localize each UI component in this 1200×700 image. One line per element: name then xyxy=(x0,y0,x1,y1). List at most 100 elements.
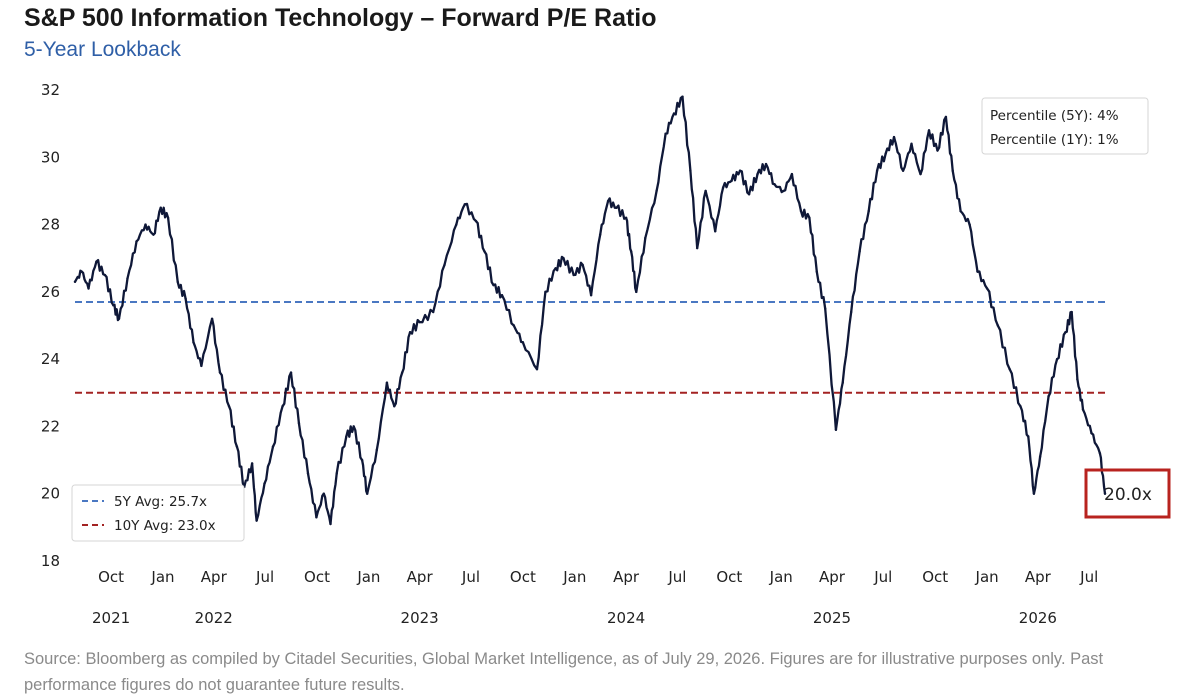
data-point xyxy=(144,223,147,226)
data-point xyxy=(799,209,803,213)
data-point xyxy=(1055,357,1059,361)
data-point xyxy=(554,267,557,270)
data-point xyxy=(210,317,214,320)
data-point xyxy=(443,263,446,267)
x-year-label: 2021 xyxy=(92,609,130,627)
data-point xyxy=(756,172,759,176)
legend-frame xyxy=(71,484,245,542)
data-point xyxy=(681,95,684,98)
x-tick-label: Apr xyxy=(407,568,434,586)
data-point xyxy=(689,169,692,172)
data-point xyxy=(512,324,516,327)
data-point xyxy=(393,405,396,408)
end-value-callout: 20.0x xyxy=(1084,468,1171,519)
series-group xyxy=(73,95,1107,526)
data-point xyxy=(227,405,231,408)
data-point xyxy=(704,189,707,193)
x-tick-label: Jul xyxy=(667,568,686,586)
x-tick-label: Jan xyxy=(356,568,380,586)
data-point xyxy=(1103,492,1107,495)
y-axis: 18 20 22 24 26 28 30 32 xyxy=(41,81,60,570)
x-tick-label: Oct xyxy=(922,568,948,586)
data-point xyxy=(218,371,222,374)
x-tick-label: Apr xyxy=(819,568,846,586)
x-axis: Oct Jan Apr Jul Oct Jan Apr Jul Oct Jan Apr Jul Oct J… xyxy=(92,568,1098,627)
data-point xyxy=(263,482,266,485)
data-point xyxy=(431,310,435,314)
data-point xyxy=(849,310,853,314)
y-tick-label: 28 xyxy=(41,216,60,234)
data-point xyxy=(474,220,478,223)
percentile-1y-label: Percentile (1Y): 1% xyxy=(990,132,1119,148)
data-point xyxy=(335,472,338,475)
data-point xyxy=(635,290,638,294)
data-point xyxy=(117,317,121,320)
data-point xyxy=(695,246,699,250)
x-tick-label: Jan xyxy=(769,568,793,586)
data-point xyxy=(235,445,239,448)
data-point xyxy=(892,135,896,139)
chart-subtitle: 5-Year Lookback xyxy=(24,38,181,61)
data-point xyxy=(901,169,905,172)
data-point xyxy=(589,294,593,297)
data-point xyxy=(255,519,258,522)
data-point xyxy=(976,270,979,273)
data-point xyxy=(289,371,293,374)
data-point xyxy=(463,203,466,206)
data-point xyxy=(535,368,539,371)
data-point xyxy=(764,162,768,166)
end-value-highlight-box xyxy=(1084,468,1171,519)
y-tick-label: 22 xyxy=(41,417,60,435)
data-point xyxy=(80,270,83,273)
data-point xyxy=(1098,452,1102,455)
data-point xyxy=(492,283,495,287)
x-tick-label: Oct xyxy=(510,568,536,586)
x-tick-label: Oct xyxy=(304,568,330,586)
data-point xyxy=(951,169,954,172)
data-point xyxy=(297,421,301,425)
data-point xyxy=(927,129,931,132)
data-point xyxy=(87,287,90,290)
legend: 5Y Avg: 25.7x 10Y Avg: 23.0x xyxy=(71,484,245,542)
data-point xyxy=(714,230,717,233)
x-tick-label: Jul xyxy=(1079,568,1098,586)
data-point xyxy=(360,458,364,462)
data-point xyxy=(365,492,369,495)
data-point xyxy=(192,341,195,344)
chart-title: S&P 500 Information Technology – Forward… xyxy=(24,4,657,32)
x-tick-label: Jul xyxy=(255,568,274,586)
x-tick-label: Jul xyxy=(461,568,480,586)
x-year-label: 2022 xyxy=(195,609,233,627)
data-point xyxy=(112,304,115,307)
data-point xyxy=(345,435,348,438)
y-tick-label: 18 xyxy=(41,552,60,570)
data-point xyxy=(841,381,844,384)
data-point xyxy=(159,206,162,209)
data-point xyxy=(176,280,179,283)
x-year-label: 2026 xyxy=(1019,609,1057,627)
data-point xyxy=(738,169,742,172)
data-point xyxy=(910,142,913,146)
data-point xyxy=(782,189,785,193)
data-point xyxy=(944,115,948,119)
data-point xyxy=(834,428,838,431)
x-tick-label: Apr xyxy=(201,568,228,586)
data-point xyxy=(352,425,355,428)
percentile-box: Percentile (5Y): 4% Percentile (1Y): 1% xyxy=(981,97,1149,155)
data-point xyxy=(166,216,170,220)
data-point xyxy=(824,307,827,310)
data-point xyxy=(329,522,332,526)
x-year-label: 2024 xyxy=(607,609,645,627)
data-point xyxy=(126,277,129,280)
data-point xyxy=(875,169,879,172)
data-point xyxy=(581,263,584,267)
data-point xyxy=(624,216,628,220)
data-point xyxy=(1081,408,1085,411)
data-point xyxy=(1019,405,1022,408)
data-point xyxy=(400,371,404,374)
x-tick-label: Jul xyxy=(873,568,892,586)
data-point xyxy=(500,294,504,297)
data-point xyxy=(790,172,794,176)
data-point xyxy=(815,270,818,273)
